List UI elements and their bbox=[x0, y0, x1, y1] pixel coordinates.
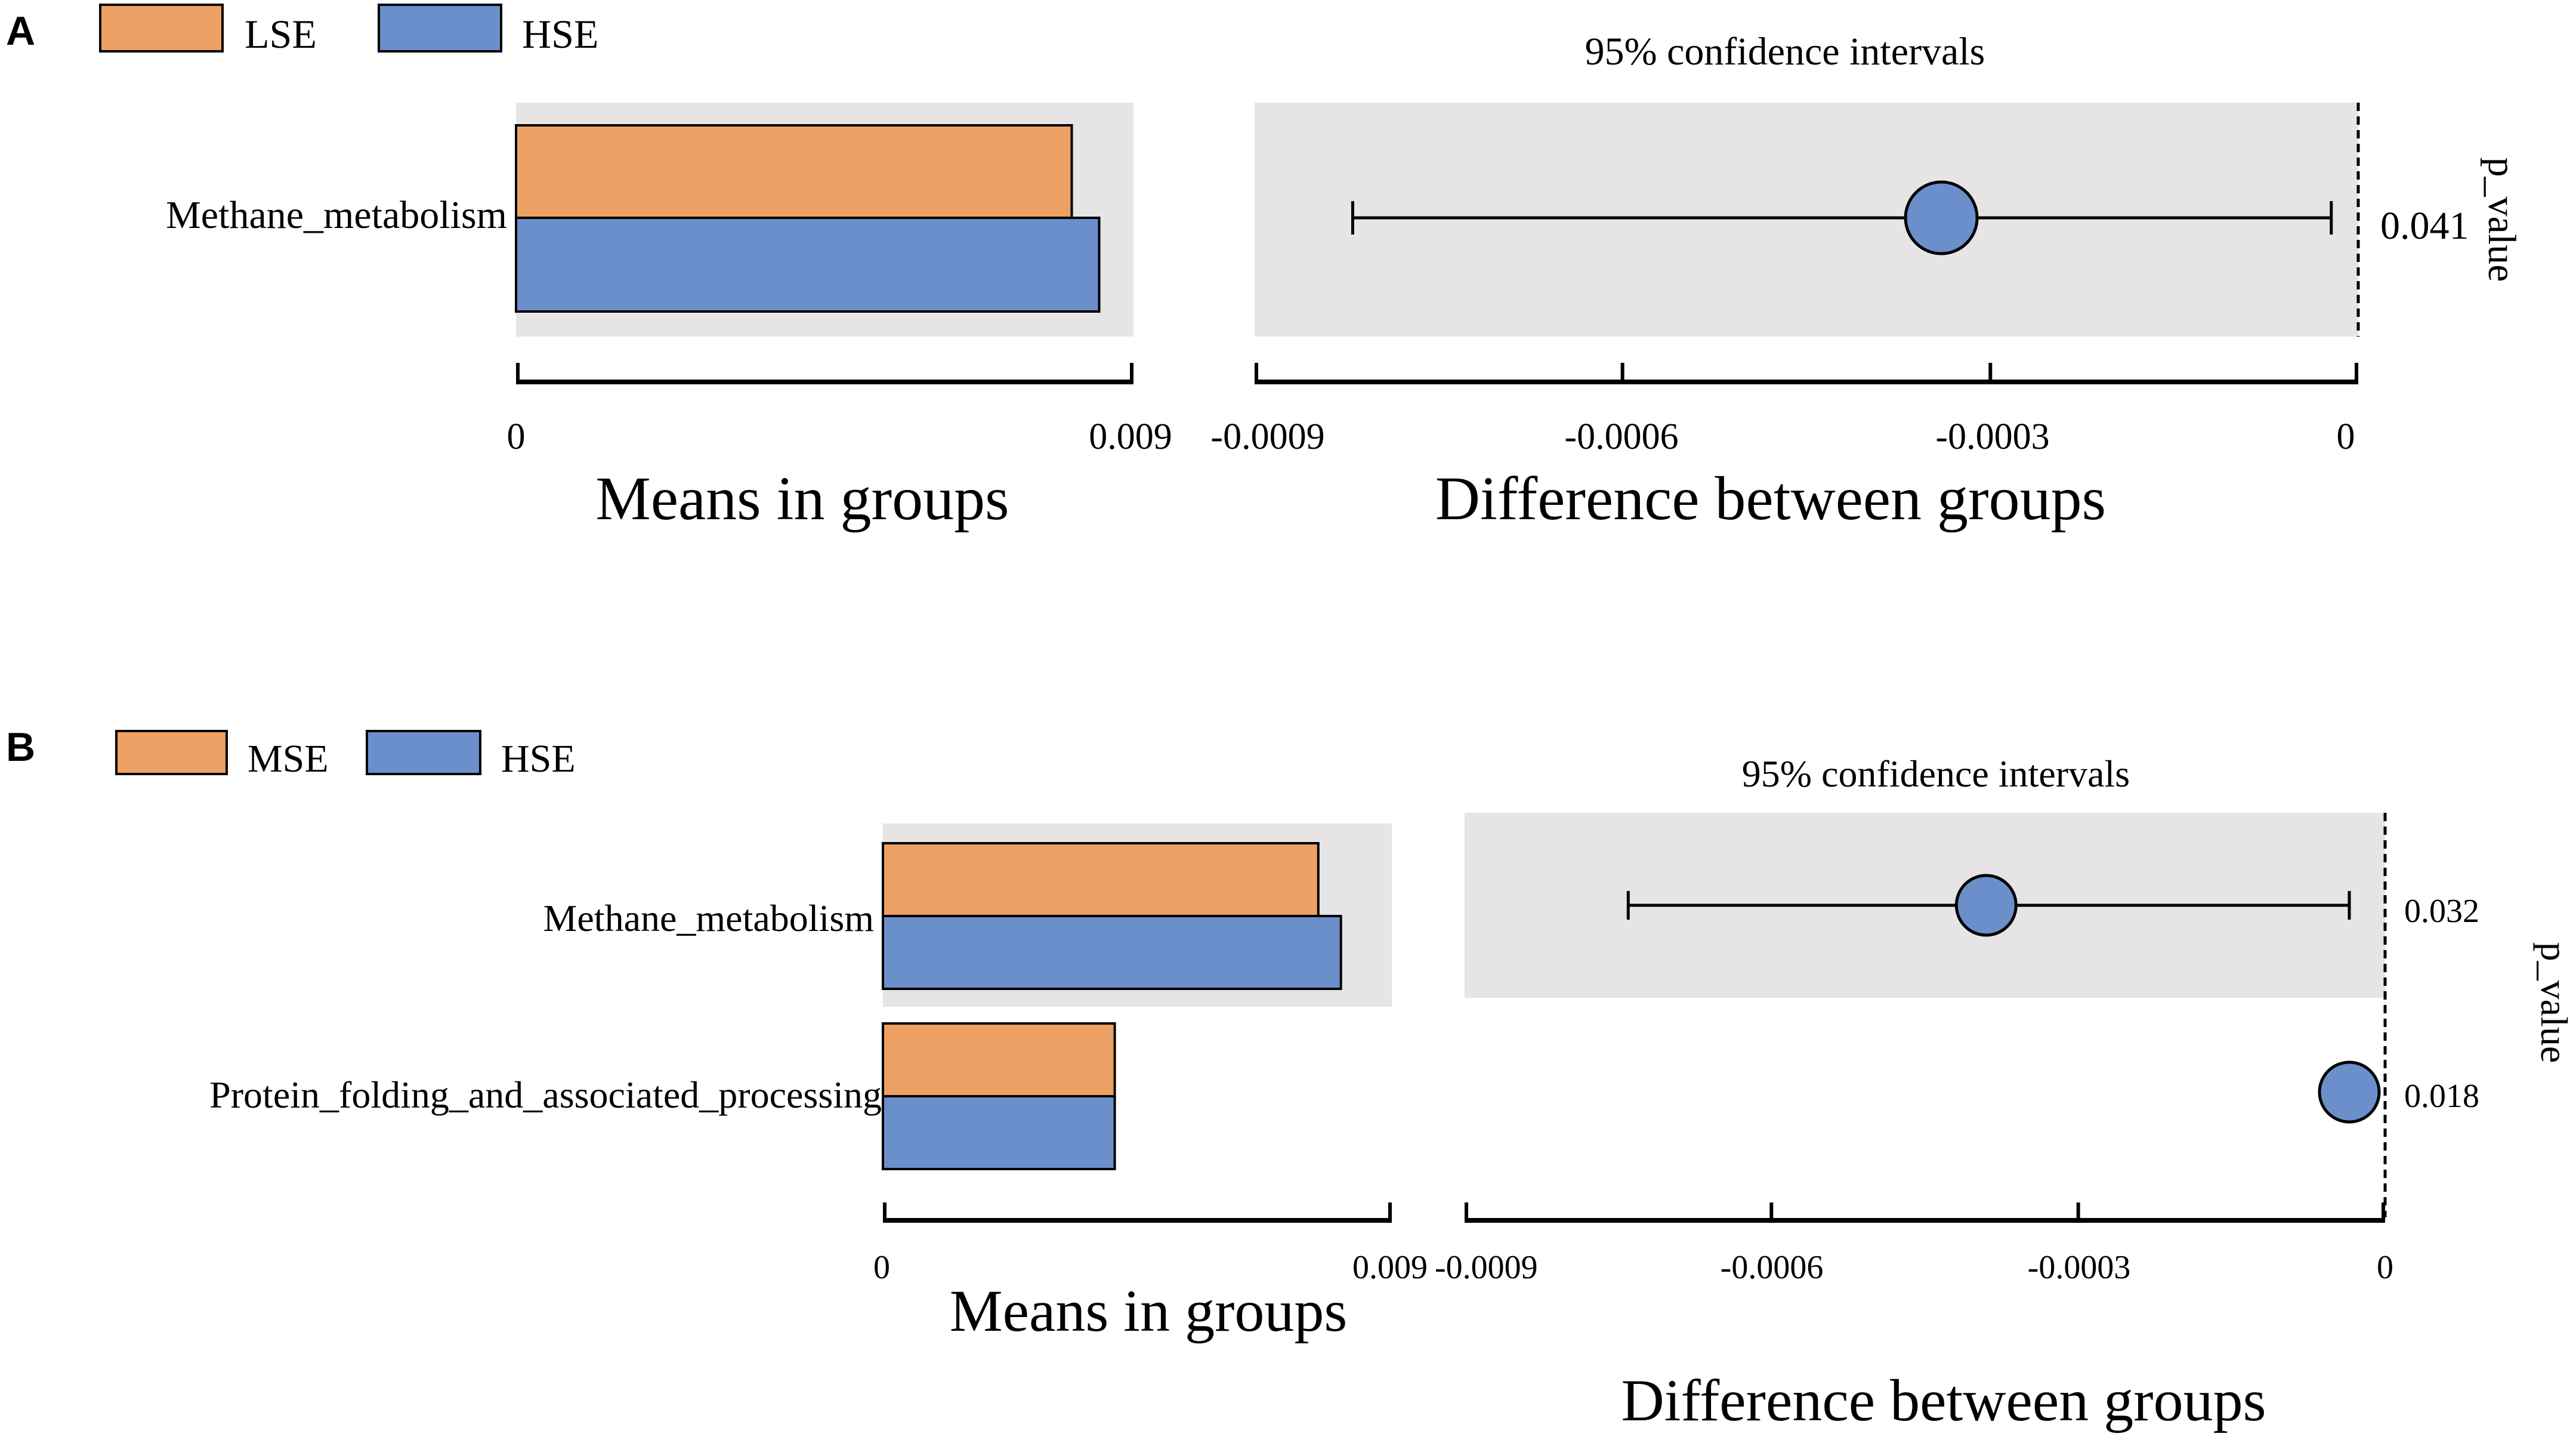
ci-axis-ticks bbox=[1465, 1202, 2385, 1223]
ci-tick-label: -0.0009 bbox=[1435, 1249, 1538, 1286]
ci-estimate-point bbox=[1904, 180, 1979, 255]
means-tick-label: 0.009 bbox=[1089, 417, 1172, 457]
p-value-axis-label: p_value bbox=[2480, 158, 2524, 282]
panel-a-label: A bbox=[6, 8, 35, 54]
ci-tick-label: -0.0003 bbox=[1935, 417, 2049, 457]
legend-label-mse: MSE bbox=[248, 737, 329, 781]
legend-label-hse: HSE bbox=[501, 737, 576, 781]
category-label: Methane_metabolism bbox=[166, 193, 507, 237]
means-tick-label: 0.009 bbox=[1352, 1249, 1428, 1286]
ci-title: 95% confidence intervals bbox=[1742, 753, 2130, 795]
ci-panel-bg bbox=[1255, 103, 2358, 337]
bar-hse-methane bbox=[515, 217, 1101, 313]
legend-swatch-lse bbox=[99, 4, 224, 53]
legend-swatch-hse bbox=[378, 4, 502, 53]
bar-mse-methane bbox=[882, 842, 1320, 917]
ci-axis-title: Difference between groups bbox=[1435, 464, 2106, 533]
ci-tick-label: -0.0009 bbox=[1210, 417, 1324, 457]
ci-tick-label: -0.0006 bbox=[1564, 417, 1678, 457]
ci-tick-label: 0 bbox=[2377, 1249, 2393, 1286]
ci-tick-label: 0 bbox=[2337, 417, 2355, 457]
p-value-axis-label: p_value bbox=[2533, 942, 2575, 1063]
ci-estimate-point bbox=[1954, 874, 2018, 937]
ci-tick-label: -0.0003 bbox=[2028, 1249, 2131, 1286]
bar-mse-protein-folding bbox=[882, 1022, 1116, 1097]
legend-label-hse: HSE bbox=[522, 11, 598, 57]
ci-tick-label: -0.0006 bbox=[1721, 1249, 1824, 1286]
legend-label-lse: LSE bbox=[245, 11, 317, 57]
ci-axis-ticks bbox=[1255, 363, 2358, 384]
p-value: 0.041 bbox=[2380, 204, 2469, 248]
p-value: 0.032 bbox=[2404, 893, 2479, 930]
ci-title: 95% confidence intervals bbox=[1585, 30, 1985, 73]
category-label: Protein_folding_and_associated_processin… bbox=[209, 1074, 882, 1116]
panel-b: B MSE HSE Methane_metabolism Protein_fol… bbox=[6, 724, 2575, 1433]
means-tick-label: 0 bbox=[507, 417, 526, 457]
means-axis-title: Means in groups bbox=[950, 1278, 1348, 1344]
legend-swatch-mse bbox=[115, 730, 228, 775]
means-axis-title: Means in groups bbox=[595, 464, 1009, 533]
panel-b-label: B bbox=[6, 724, 35, 770]
panel-a: A LSE HSE Methane_metabolism 0 0.009 Mea… bbox=[6, 4, 2524, 533]
ci-estimate-point bbox=[2318, 1060, 2381, 1124]
means-tick-label: 0 bbox=[873, 1249, 890, 1286]
p-value: 0.018 bbox=[2404, 1078, 2479, 1115]
category-label: Methane_metabolism bbox=[543, 897, 874, 939]
bar-hse-protein-folding bbox=[882, 1095, 1116, 1170]
bar-hse-methane bbox=[882, 915, 1342, 990]
legend-swatch-hse bbox=[366, 730, 481, 775]
bar-lse-methane bbox=[515, 124, 1073, 219]
ci-axis-title: Difference between groups bbox=[1621, 1367, 2266, 1433]
